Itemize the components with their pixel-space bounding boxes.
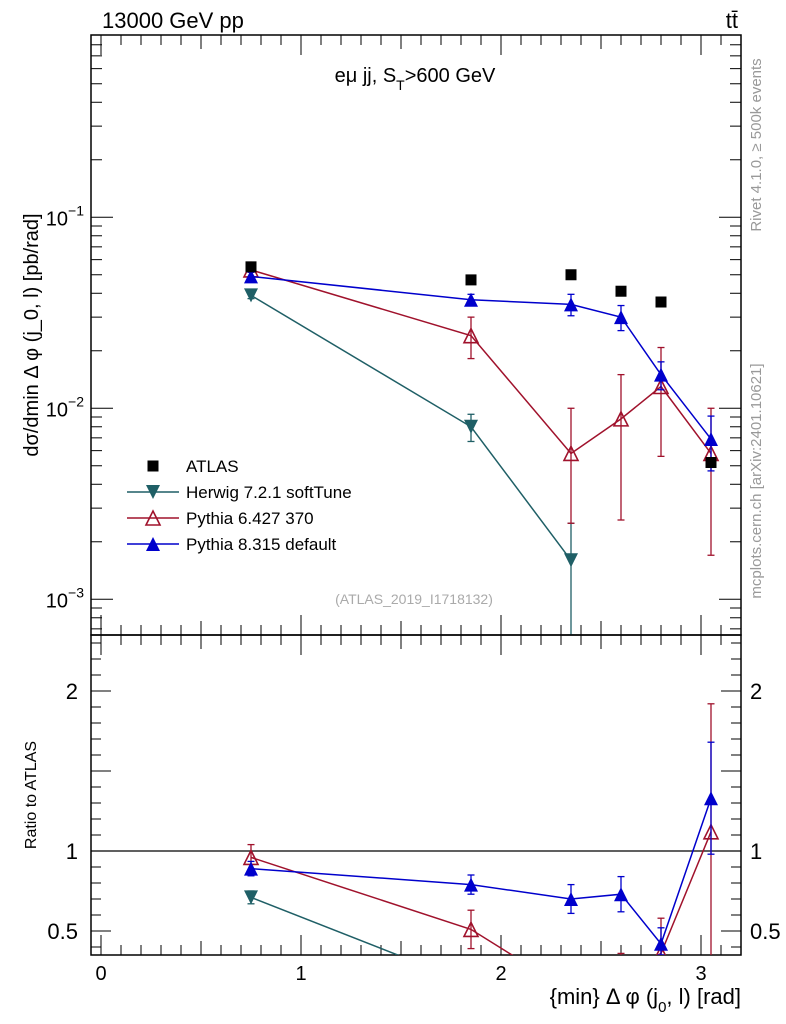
data-point-atlas [465, 274, 477, 286]
main-series-group [242, 261, 720, 635]
data-point-pythia-6-427-370 [462, 326, 480, 344]
data-point-atlas [245, 261, 257, 273]
x-tick-label: 3 [695, 963, 706, 985]
ratio-series-herwig-7-2-1-softtune [244, 890, 478, 991]
main-axis-ticks [91, 34, 742, 635]
main-y-tick-label: 10−1 [46, 202, 84, 230]
ratio-x-tick-labels: 0 1 2 3 [95, 963, 706, 985]
ratio-line-herwig-7-2-1-softtune [250, 896, 400, 955]
ratio-point-pythia-8-315-default [564, 892, 578, 906]
x-axis-label: {min} Δ φ (j0, l) [rad] [550, 984, 741, 1016]
data-point-herwig-7-2-1-softtune [564, 553, 578, 568]
main-panel: 10−1 10−2 10−3 eμ jj, ST>600 GeV (ATLAS_20… [21, 34, 742, 636]
legend-marker [147, 460, 159, 472]
ratio-panel: 0.5 0.5 1 1 2 2 0 1 2 3 Ratio to ATLAS {min} Δ φ… [23, 634, 781, 1016]
x-tick-label: 2 [495, 963, 506, 985]
ratio-point-pythia-8-315-default [654, 936, 668, 951]
data-point-herwig-7-2-1-softtune [244, 288, 258, 303]
data-point-pythia-8-315-default [564, 297, 578, 312]
main-title: eμ jj, ST>600 GeV [335, 65, 496, 93]
process-label: tt̄ [726, 8, 738, 33]
ratio-point-herwig-7-2-1-softtune [464, 977, 478, 991]
ratio-point-herwig-7-2-1-softtune [244, 890, 258, 905]
data-point-pythia-6-427-370 [562, 444, 580, 462]
ratio-series-group [242, 703, 720, 991]
data-point-atlas [615, 285, 627, 297]
data-point-atlas [565, 269, 577, 281]
x-tick-label: 1 [295, 963, 306, 985]
series-line-pythia-6-427-370 [250, 269, 712, 455]
ratio-y-tick-label: 0.5 [47, 919, 78, 944]
ratio-point-pythia-8-315-default [614, 887, 628, 902]
rivet-label: Rivet 4.1.0, ≥ 500k events [748, 58, 765, 231]
ratio-y-tick-labels: 0.5 0.5 1 1 2 2 [47, 679, 780, 944]
ratio-line-pythia-6-427-370 [250, 831, 712, 955]
data-point-pythia-6-427-370 [652, 377, 670, 395]
legend: ATLAS Herwig 7.2.1 softTune Pythia 6.427 3… [127, 457, 352, 554]
ratio-y-axis-label: Ratio to ATLAS [23, 741, 40, 849]
ratio-frame [90, 634, 742, 956]
ratio-point-pythia-6-427-370 [614, 970, 628, 984]
main-y-tick-label: 10−2 [46, 393, 84, 421]
ratio-point-pythia-8-315-default [704, 791, 718, 806]
x-tick-label: 0 [95, 963, 106, 985]
legend-label: ATLAS [186, 457, 239, 476]
ratio-y-tick-label: 2 [66, 679, 78, 704]
series-pythia-6-427-370 [242, 261, 720, 556]
legend-label: Pythia 8.315 default [186, 535, 337, 554]
ratio-series-pythia-6-427-370 [242, 703, 720, 984]
legend-marker [144, 509, 162, 526]
data-point-atlas [655, 296, 667, 308]
energy-label: 13000 GeV pp [102, 8, 244, 33]
mcplots-label: mcplots.cern.ch [arXiv:2401.10621] [748, 363, 765, 598]
data-point-atlas [705, 457, 717, 469]
ratio-point-pythia-8-315-default [464, 877, 478, 892]
legend-marker [146, 485, 160, 499]
ratio-point-pythia-6-427-370 [655, 944, 667, 955]
data-point-herwig-7-2-1-softtune [464, 419, 478, 434]
series-atlas [245, 261, 717, 469]
ratio-y-tick-label: 1 [66, 839, 78, 864]
series-pythia-8-315-default [244, 269, 718, 472]
series-line-pythia-8-315-default [250, 275, 712, 440]
data-point-pythia-8-315-default [704, 432, 718, 447]
legend-label: Herwig 7.2.1 softTune [186, 483, 352, 502]
legend-marker [146, 537, 160, 551]
main-y-axis-label: dσ/dmin Δ φ (j_0, l) [pb/rad] [21, 213, 43, 456]
series-herwig-7-2-1-softtune [244, 288, 578, 635]
ratio-axis-ticks [91, 635, 742, 955]
ratio-line-pythia-8-315-default [250, 797, 712, 946]
analysis-watermark: (ATLAS_2019_I1718132) [335, 591, 493, 607]
main-y-tick-label: 10−3 [46, 584, 84, 612]
main-y-tick-labels: 10−1 10−2 10−3 [46, 202, 84, 612]
ratio-y-tick-label-right: 0.5 [750, 919, 781, 944]
data-point-pythia-6-427-370 [612, 410, 630, 427]
data-point-pythia-8-315-default [654, 367, 668, 382]
data-point-pythia-8-315-default [464, 292, 478, 307]
ratio-point-pythia-6-427-370 [462, 920, 480, 938]
data-point-pythia-8-315-default [244, 269, 258, 284]
ratio-y-tick-label-right: 2 [750, 679, 762, 704]
ratio-series-pythia-8-315-default [244, 741, 718, 955]
legend-label: Pythia 6.427 370 [186, 509, 314, 528]
ratio-point-pythia-8-315-default [244, 861, 258, 876]
data-point-pythia-8-315-default [614, 310, 628, 325]
ratio-y-tick-label-right: 1 [750, 839, 762, 864]
